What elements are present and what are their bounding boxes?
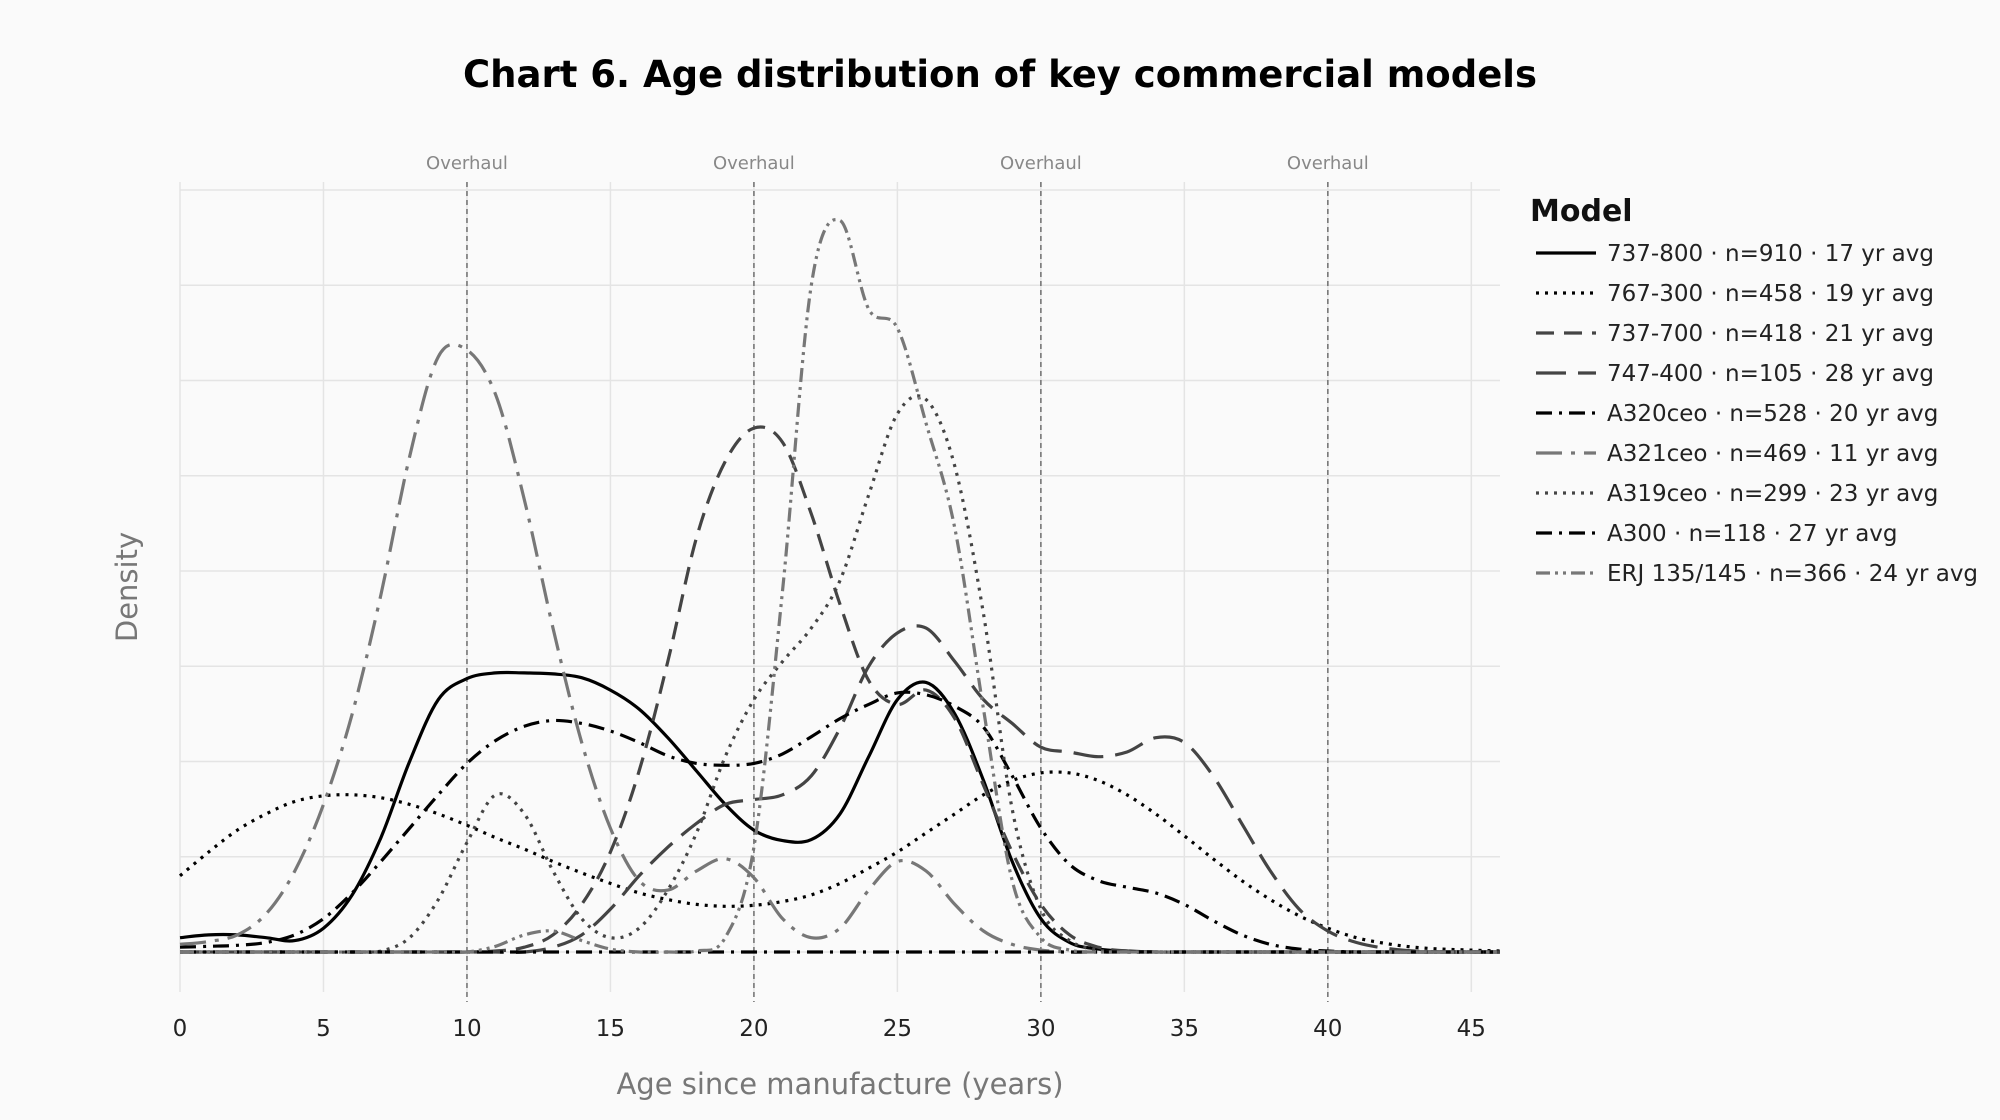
legend-label: ERJ 135/145 · n=366 · 24 yr avg bbox=[1607, 561, 1978, 587]
x-tick-label: 5 bbox=[316, 1016, 331, 1042]
x-tick-label: 10 bbox=[452, 1016, 481, 1042]
legend-label: 747-400 · n=105 · 28 yr avg bbox=[1607, 361, 1934, 387]
x-tick-label: 25 bbox=[883, 1016, 912, 1042]
legend-title: Model bbox=[1530, 194, 1633, 229]
series-line-6 bbox=[179, 342, 1500, 954]
x-tick-label: 30 bbox=[1026, 1016, 1055, 1042]
series-layer bbox=[178, 218, 1501, 955]
x-tick-label: 35 bbox=[1170, 1016, 1199, 1042]
x-ticks: 0 5 10 15 20 25 30 35 40 45 bbox=[173, 1016, 1486, 1042]
x-tick-label: 0 bbox=[173, 1016, 188, 1042]
overhaul-label: Overhaul bbox=[713, 153, 795, 174]
series-line-4 bbox=[179, 624, 1500, 954]
overhaul-label: Overhaul bbox=[1287, 153, 1369, 174]
legend-label: 737-700 · n=418 · 21 yr avg bbox=[1607, 321, 1934, 347]
x-tick-label: 40 bbox=[1313, 1016, 1342, 1042]
x-tick-label: 45 bbox=[1457, 1016, 1486, 1042]
chart-title: Chart 6. Age distribution of key commerc… bbox=[463, 53, 1537, 96]
legend-label: A320ceo · n=528 · 20 yr avg bbox=[1607, 401, 1938, 427]
overhaul-label: Overhaul bbox=[1000, 153, 1082, 174]
legend: Model 737-800 · n=910 · 17 yr avg 767-300… bbox=[1530, 194, 1978, 587]
legend-label: A321ceo · n=469 · 11 yr avg bbox=[1607, 441, 1938, 467]
y-axis-title: Density bbox=[110, 532, 144, 642]
legend-label: A319ceo · n=299 · 23 yr avg bbox=[1607, 481, 1938, 507]
legend-label: 767-300 · n=458 · 19 yr avg bbox=[1607, 281, 1934, 307]
x-tick-label: 15 bbox=[596, 1016, 625, 1042]
legend-label: 737-800 · n=910 · 17 yr avg bbox=[1607, 241, 1934, 267]
series-line-2 bbox=[178, 770, 1501, 953]
series-line-5 bbox=[179, 690, 1500, 954]
x-axis-title: Age since manufacture (years) bbox=[616, 1067, 1063, 1101]
series-line-9 bbox=[179, 218, 1500, 955]
overhaul-label: Overhaul bbox=[426, 153, 508, 174]
legend-label: A300 · n=118 · 27 yr avg bbox=[1607, 521, 1898, 547]
legend-items: 737-800 · n=910 · 17 yr avg 767-300 · n=4… bbox=[1536, 241, 1978, 587]
series-line-3 bbox=[179, 425, 1500, 954]
series-line-7 bbox=[179, 394, 1500, 954]
grid bbox=[179, 182, 1500, 992]
x-tick-label: 20 bbox=[739, 1016, 768, 1042]
annotations: Overhaul Overhaul Overhaul Overhaul bbox=[426, 153, 1369, 1002]
